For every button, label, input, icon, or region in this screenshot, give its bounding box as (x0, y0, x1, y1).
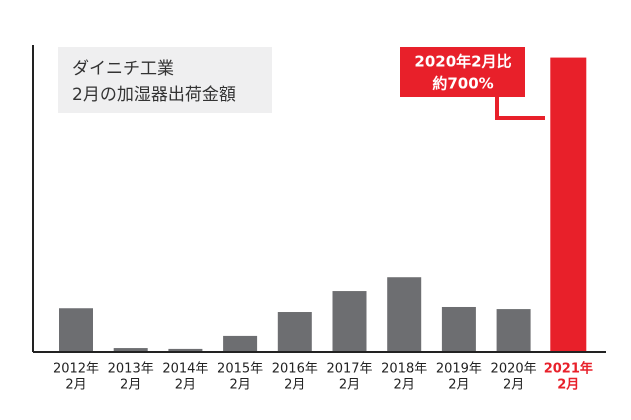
x-tick-label: 2月 (120, 378, 141, 393)
bar (59, 308, 93, 351)
bar (441, 306, 476, 351)
bar (113, 348, 148, 351)
x-tick-label: 2013年 (108, 362, 154, 377)
x-tick-label: 2月 (448, 378, 469, 393)
x-tick-label: 2018年 (381, 362, 427, 377)
x-tick-label: 2012年 (53, 362, 99, 377)
bar (277, 312, 312, 351)
x-tick-label: 2月 (503, 378, 524, 393)
x-tick-label: 2016年 (272, 362, 318, 377)
annotation-text: 2020年2月比 (414, 53, 511, 71)
x-tick-label: 2015年 (217, 362, 263, 377)
bar (223, 335, 258, 351)
title-box (58, 47, 272, 113)
annotation-text: 約700% (432, 75, 493, 93)
annotation-box (400, 47, 525, 97)
bar (387, 277, 422, 351)
chart-subtitle: 2月の加湿器出荷金額 (72, 85, 236, 105)
x-tick-label: 2017年 (326, 362, 372, 377)
x-tick-label: 2月 (175, 378, 196, 393)
x-tick-label: 2月 (394, 378, 415, 393)
x-tick-label: 2020年 (491, 362, 537, 377)
x-tick-label: 2014年 (162, 362, 208, 377)
x-tick-label: 2月 (284, 378, 305, 393)
bar (496, 309, 531, 351)
x-tick-label: 2019年 (436, 362, 482, 377)
bar (168, 348, 203, 351)
x-tick-label: 2月 (557, 378, 579, 393)
bar (550, 57, 587, 351)
x-tick-label: 2021年 (544, 361, 593, 377)
x-tick-label: 2月 (339, 378, 360, 393)
chart-title: ダイニチ工業 (72, 59, 174, 79)
x-tick-label: 2月 (229, 378, 250, 393)
x-tick-label: 2月 (65, 378, 86, 393)
annotation-connector (495, 96, 545, 120)
bar (332, 291, 367, 351)
